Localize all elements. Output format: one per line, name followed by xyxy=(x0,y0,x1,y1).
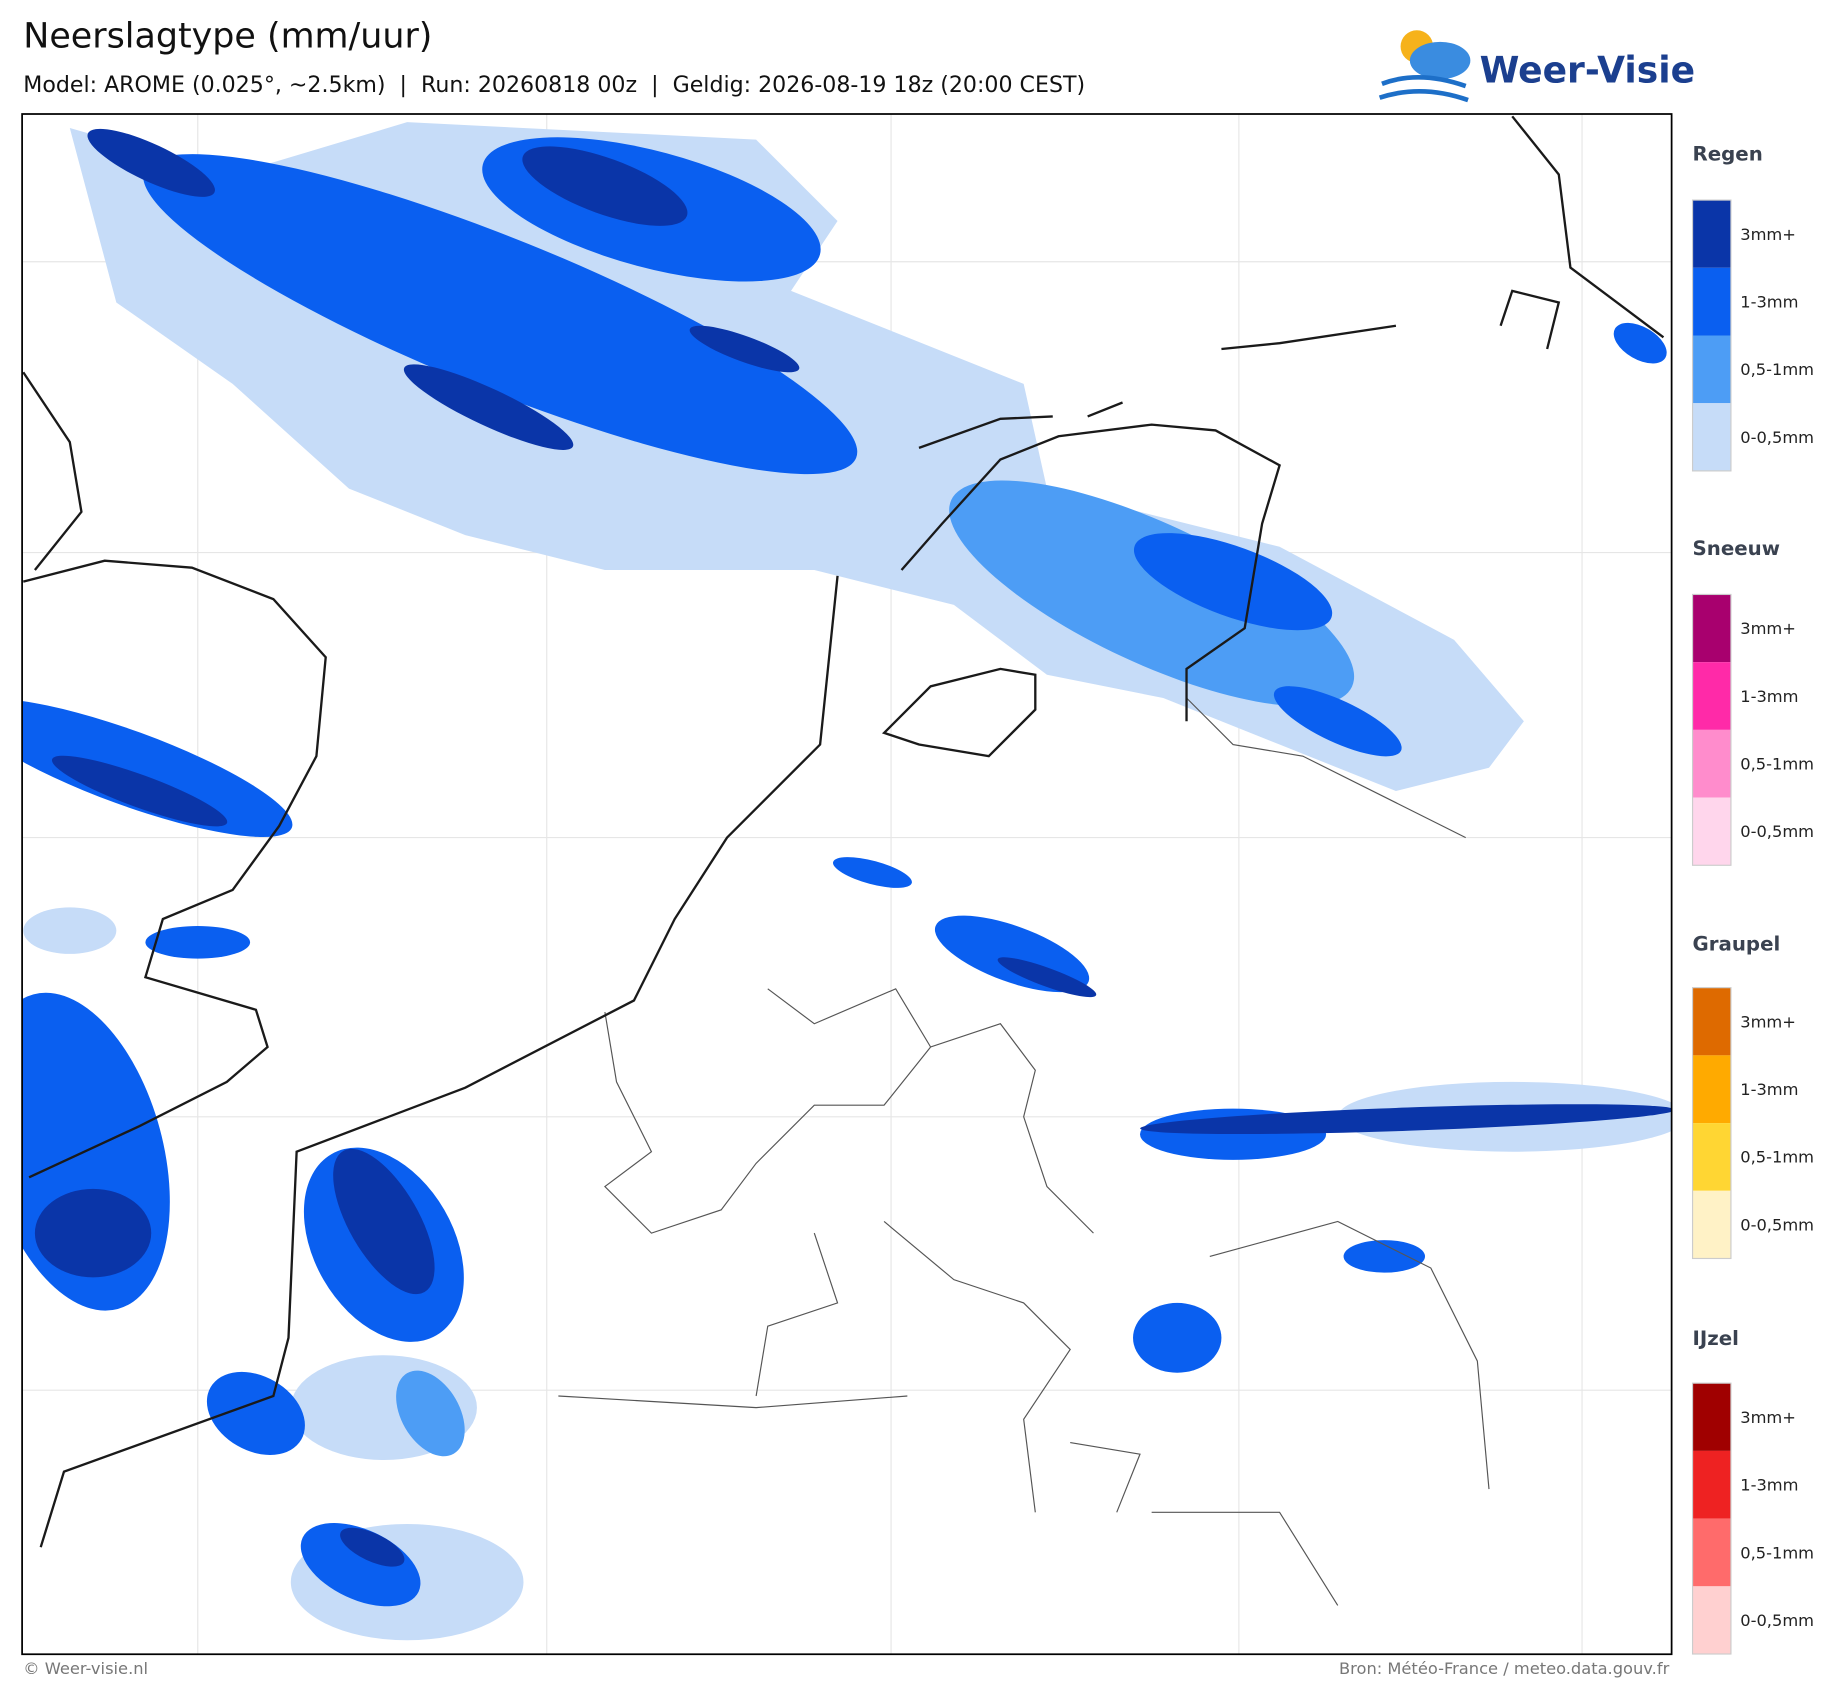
legend-label: 3mm+ xyxy=(1740,1408,1796,1427)
title: Neerslagtype (mm/uur) xyxy=(23,17,432,57)
legend-label: 0-0,5mm xyxy=(1740,1215,1814,1234)
border-line xyxy=(558,697,1490,1606)
precip-area xyxy=(1343,1240,1425,1273)
legend-label: 0-0,5mm xyxy=(1740,822,1814,841)
legend-label: 0-0,5mm xyxy=(1740,428,1814,447)
coastlines xyxy=(22,115,1665,1548)
logo-cloud xyxy=(1409,41,1471,80)
precip-area xyxy=(949,480,1355,707)
precip-area xyxy=(340,1527,405,1567)
legend-label: 1-3mm xyxy=(1740,687,1798,706)
legend-label: 0,5-1mm xyxy=(1740,755,1814,774)
precip-area xyxy=(143,154,858,475)
legend-swatch xyxy=(1692,1055,1731,1124)
legend-label: 1-3mm xyxy=(1740,1080,1798,1099)
legend-swatch xyxy=(1692,729,1731,798)
precip-area xyxy=(51,755,228,827)
borders xyxy=(558,697,1490,1606)
logo-text: Weer-Visie xyxy=(1480,50,1695,92)
legend-swatch-frame xyxy=(1691,593,1732,866)
legend-swatch xyxy=(1692,797,1731,866)
coastline xyxy=(39,575,839,1548)
legend-swatch xyxy=(1692,1518,1731,1587)
precip-area xyxy=(1140,1104,1672,1135)
precip-area xyxy=(206,1371,305,1455)
precip-area xyxy=(522,146,688,226)
legend-swatch xyxy=(1692,1123,1731,1191)
legend-label: 0,5-1mm xyxy=(1740,1148,1814,1167)
precip-area xyxy=(396,1370,465,1457)
footer-left: © Weer-visie.nl xyxy=(23,1659,148,1678)
coastline xyxy=(900,423,1281,722)
coastline xyxy=(22,559,327,1179)
precip-area xyxy=(1133,1302,1222,1373)
legend-swatch xyxy=(1692,335,1731,404)
legend-title: Sneeuw xyxy=(1693,537,1780,560)
legend-swatch xyxy=(1692,200,1731,268)
legend-swatch xyxy=(1692,594,1731,663)
legend-swatch-frame xyxy=(1691,987,1732,1260)
legend-label: 0-0,5mm xyxy=(1740,1611,1814,1630)
footer-right: Bron: Météo-France / meteo.data.gouv.fr xyxy=(1339,1659,1670,1678)
legend-swatch xyxy=(1692,987,1731,1056)
legend-title: Regen xyxy=(1693,143,1763,166)
legend: Regen 3mm+ 1-3mm 0,5-1mm 0-0,5mm Sneeuw 3mm+ 1-… xyxy=(1691,143,1814,1655)
precip-area xyxy=(997,957,1097,998)
legend-label: 3mm+ xyxy=(1740,225,1796,244)
map xyxy=(22,114,1672,1655)
precip-area xyxy=(1613,322,1667,364)
precip-area xyxy=(1273,686,1402,757)
precip-area xyxy=(34,1188,152,1278)
logo-waves xyxy=(1378,75,1469,103)
legend-swatch xyxy=(1692,267,1731,336)
logo: Weer-Visie xyxy=(1378,30,1695,103)
precip-area xyxy=(145,926,251,959)
legend-swatch-frame xyxy=(1691,199,1732,472)
legend-swatch-frame xyxy=(1691,1382,1732,1655)
legend-label: 0,5-1mm xyxy=(1740,360,1814,379)
coastline xyxy=(918,115,1665,449)
precip-area xyxy=(403,364,574,450)
legend-label: 3mm+ xyxy=(1740,1012,1796,1031)
coastline xyxy=(881,667,1037,758)
legend-label: 0,5-1mm xyxy=(1740,1543,1814,1562)
subtitle: Model: AROME (0.025°, ~2.5km) | Run: 202… xyxy=(23,72,1085,98)
legend-swatch xyxy=(1692,1383,1731,1451)
legend-title: IJzel xyxy=(1693,1327,1739,1350)
coastline xyxy=(22,371,83,571)
legend-swatch xyxy=(1692,403,1731,471)
legend-label: 1-3mm xyxy=(1740,292,1798,311)
precipitation xyxy=(22,122,1672,1641)
legend-label: 3mm+ xyxy=(1740,619,1796,638)
legend-label: 1-3mm xyxy=(1740,1476,1798,1495)
precip-area xyxy=(22,698,293,837)
legend-title: Graupel xyxy=(1693,932,1781,955)
precip-area xyxy=(23,907,117,954)
legend-swatch xyxy=(1692,1450,1731,1519)
legend-swatch xyxy=(1692,1190,1731,1259)
precip-area xyxy=(833,857,912,888)
precip-area xyxy=(87,128,215,197)
precip-area xyxy=(689,325,800,373)
map-frame xyxy=(21,113,1673,1656)
precip-area xyxy=(333,1148,435,1295)
legend-swatch xyxy=(1692,1586,1731,1655)
legend-swatch xyxy=(1692,662,1731,730)
precip-area xyxy=(1133,533,1333,631)
